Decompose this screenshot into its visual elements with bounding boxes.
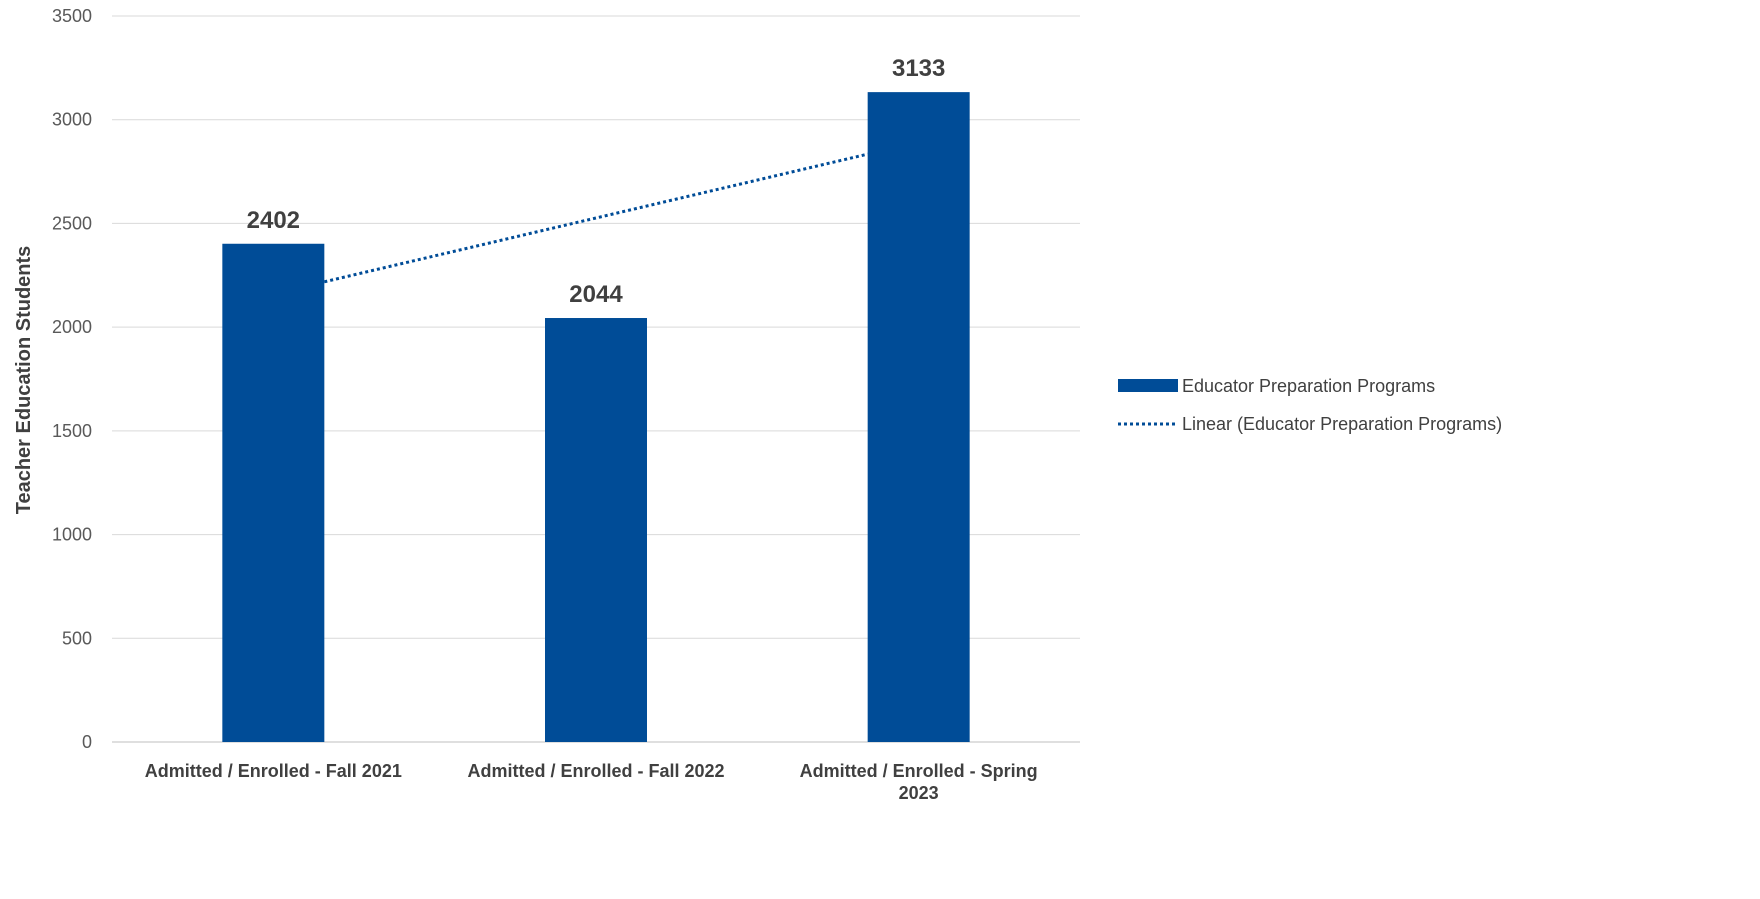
bar (222, 243, 325, 742)
trendline-layer (323, 152, 869, 284)
data-labels: 2402 2044 3133 (247, 55, 946, 308)
y-tick-label: 3500 (52, 6, 92, 26)
x-tick-label: Admitted / Enrolled - Spring 2023 (800, 761, 1038, 803)
x-axis-labels: Admitted / Enrolled - Fall 2021 Admitted … (145, 761, 1038, 803)
y-tick-label: 500 (62, 628, 92, 648)
y-tick-label: 1500 (52, 421, 92, 441)
y-tick-label: 1000 (52, 525, 92, 545)
y-tick-label: 0 (82, 732, 92, 752)
x-tick-label: Admitted / Enrolled - Fall 2021 (145, 761, 402, 781)
y-tick-label: 3000 (52, 110, 92, 130)
legend: Educator Preparation Programs Linear (Ed… (1118, 376, 1502, 434)
data-label: 2044 (569, 281, 623, 308)
y-tick-label: 2000 (52, 317, 92, 337)
y-axis-title: Teacher Education Students (13, 246, 35, 515)
legend-label-trendline: Linear (Educator Preparation Programs) (1182, 414, 1502, 434)
data-label: 3133 (892, 55, 945, 82)
trendline (323, 152, 869, 284)
x-tick-label: Admitted / Enrolled - Fall 2022 (467, 761, 724, 781)
bar (867, 92, 970, 743)
y-tick-label: 2500 (52, 213, 92, 233)
y-axis-ticks: 0 500 1000 1500 2000 2500 3000 3500 (52, 6, 92, 752)
legend-label-series: Educator Preparation Programs (1182, 376, 1435, 396)
legend-bar-swatch (1118, 379, 1178, 392)
bars (222, 92, 970, 743)
data-label: 2402 (247, 207, 300, 234)
bar (545, 318, 647, 742)
